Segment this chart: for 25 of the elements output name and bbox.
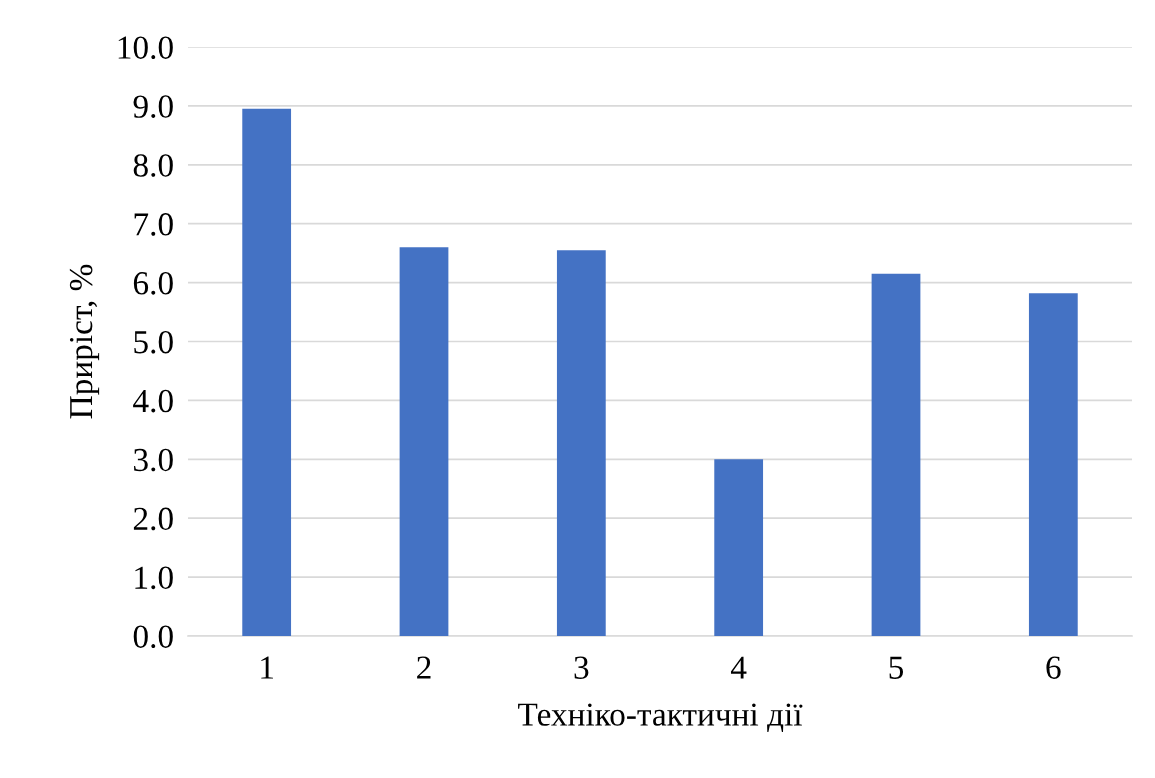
bar [556, 250, 606, 636]
y-tick-label: 6.0 [133, 272, 173, 295]
x-tick-label: 1 [261, 656, 273, 679]
y-tick-label: 0.0 [133, 625, 173, 649]
x-tick-label: 5 [889, 656, 904, 679]
y-tick-label: 8.0 [133, 154, 173, 177]
bar [714, 459, 764, 636]
bar [242, 108, 292, 636]
x-axis-title: Техніко-тактичні дії [518, 703, 803, 732]
y-tick-label: 2.0 [133, 507, 173, 531]
y-axis-title: Приріст, % [69, 264, 100, 419]
bar [399, 247, 449, 636]
y-tick-label: 10.0 [118, 36, 173, 60]
y-tick-label: 1.0 [135, 566, 173, 590]
y-tick-label: 9.0 [133, 95, 173, 118]
bar [1028, 293, 1078, 636]
y-tick-label: 3.0 [134, 448, 173, 472]
x-tick-label: 4 [730, 656, 747, 679]
x-tick-label: 2 [417, 656, 431, 679]
x-tick-label: 6 [1046, 656, 1061, 679]
x-tick-label: 3 [574, 656, 589, 679]
y-tick-label: 4.0 [133, 389, 173, 413]
y-tick-label: 7.0 [134, 213, 173, 236]
y-tick-label: 5.0 [134, 330, 173, 354]
bar [871, 273, 921, 636]
